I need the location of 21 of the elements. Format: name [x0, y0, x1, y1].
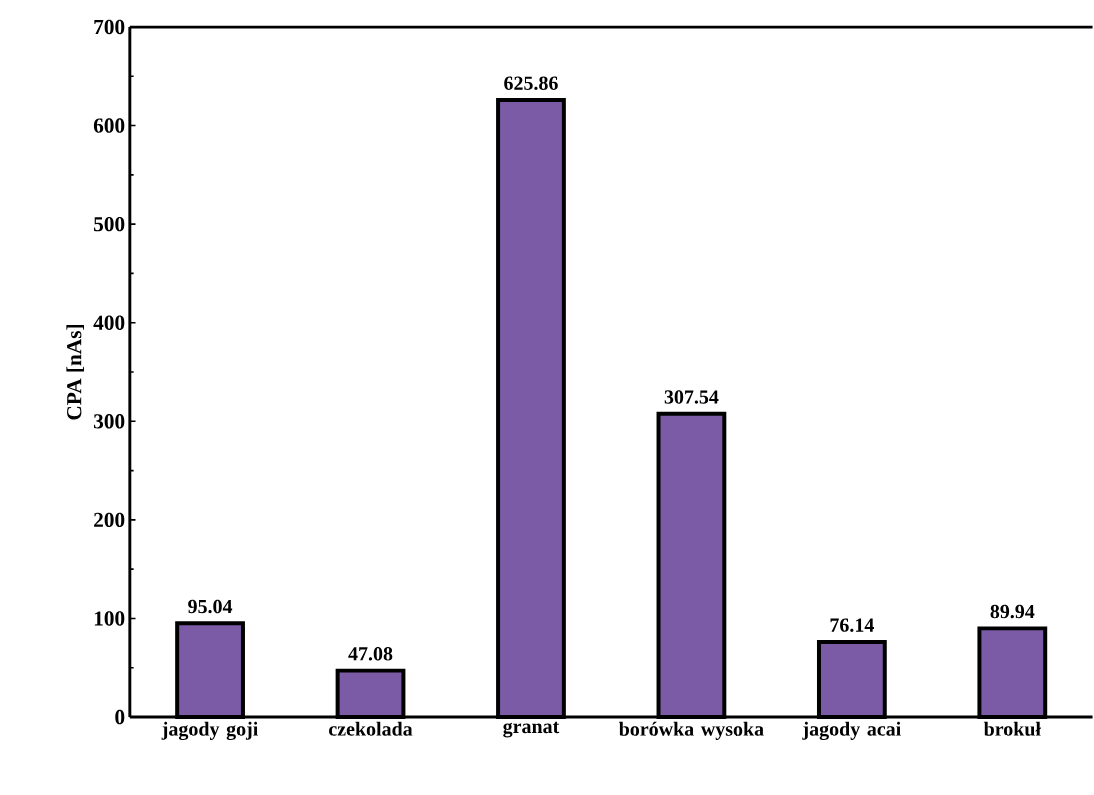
data-label: 95.04 [188, 599, 233, 614]
x-tick-label: czekolada [329, 721, 413, 736]
x-tick-label: borówka wysoka [618, 721, 764, 740]
y-tick-label: 100 [94, 611, 125, 626]
data-label: 625.86 [504, 76, 558, 91]
y-tick-label: 500 [94, 216, 125, 232]
data-label: 89.94 [990, 604, 1035, 619]
x-tick-label: jagody acai [802, 721, 901, 741]
y-tick-label: 300 [93, 414, 125, 429]
y-tick-label: 400 [93, 315, 125, 330]
y-tick-label: 0 [115, 709, 125, 725]
data-label: 47.08 [348, 647, 393, 661]
y-tick-label: 200 [94, 512, 125, 528]
data-label: 76.14 [830, 618, 874, 632]
y-axis-title: CPA [nAs] [66, 325, 85, 420]
x-tick-label: brokuł [983, 721, 1041, 736]
x-tick-label: jagody goji [161, 721, 259, 741]
x-tick-label: granat [503, 721, 560, 738]
y-tick-label: 700 [94, 19, 125, 35]
data-label: 307.54 [664, 390, 719, 404]
y-tick-label: 600 [93, 118, 125, 133]
